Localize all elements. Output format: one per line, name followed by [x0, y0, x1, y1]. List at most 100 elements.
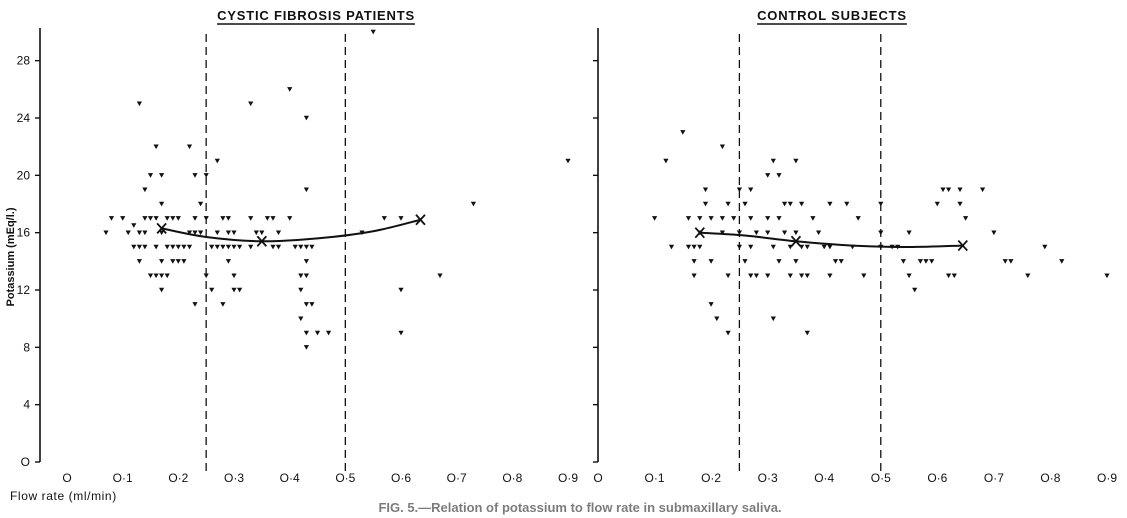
- data-point: [748, 244, 754, 250]
- mean-marker: [256, 235, 268, 247]
- data-point: [821, 244, 827, 250]
- x-tick-label: O·5: [871, 471, 891, 485]
- data-point: [225, 230, 231, 236]
- data-point: [742, 201, 748, 207]
- data-point: [175, 244, 181, 250]
- data-point: [691, 259, 697, 264]
- data-point: [203, 273, 209, 279]
- x-tick-label: O·3: [224, 471, 244, 485]
- data-point: [742, 259, 748, 264]
- data-point: [946, 273, 952, 279]
- data-point: [209, 287, 215, 293]
- data-point: [192, 302, 198, 307]
- x-tick-label: O·3: [758, 471, 778, 485]
- data-point: [198, 230, 204, 236]
- figure-caption: FIG. 5.—Relation of potassium to flow ra…: [378, 500, 781, 515]
- data-point: [736, 244, 742, 250]
- data-point: [963, 216, 969, 221]
- data-point: [685, 244, 692, 250]
- data-point: [381, 216, 387, 221]
- data-point: [680, 130, 686, 135]
- data-point: [287, 216, 293, 221]
- data-point: [748, 273, 754, 279]
- data-point: [878, 230, 884, 236]
- x-tick-label: O·7: [447, 471, 467, 485]
- data-point: [929, 259, 935, 264]
- data-point: [270, 216, 276, 221]
- data-point: [142, 244, 148, 250]
- data-point: [103, 230, 109, 236]
- data-point: [776, 173, 782, 178]
- data-point: [175, 216, 181, 221]
- data-point: [702, 187, 709, 193]
- data-point: [1042, 244, 1048, 250]
- data-point: [991, 230, 997, 236]
- data-point: [303, 259, 309, 264]
- data-point: [303, 273, 309, 279]
- data-point: [231, 244, 237, 250]
- data-point: [736, 230, 742, 236]
- data-point: [303, 302, 309, 307]
- data-point: [861, 273, 867, 279]
- data-point: [685, 216, 692, 221]
- data-point: [298, 273, 304, 279]
- data-point: [906, 230, 912, 236]
- data-point: [708, 216, 714, 221]
- data-point: [298, 287, 304, 293]
- data-point: [804, 273, 810, 279]
- data-point: [120, 216, 126, 221]
- data-point: [287, 87, 293, 92]
- mean-marker: [694, 227, 705, 239]
- data-point: [159, 259, 165, 264]
- data-point: [782, 230, 788, 236]
- data-point: [719, 230, 725, 236]
- data-point: [878, 201, 884, 207]
- data-point: [719, 144, 725, 150]
- data-point: [827, 244, 833, 250]
- x-tick-label: O·5: [335, 471, 355, 485]
- data-point: [275, 230, 282, 236]
- data-point: [159, 230, 165, 236]
- data-point: [770, 158, 776, 164]
- data-point: [787, 273, 793, 279]
- x-tick-label: O·9: [1097, 471, 1117, 485]
- data-point: [214, 158, 220, 164]
- data-point: [787, 201, 793, 207]
- data-point: [214, 230, 220, 236]
- data-point: [225, 244, 231, 250]
- x-tick-label: O·2: [701, 471, 721, 485]
- data-point: [298, 316, 304, 322]
- data-point: [225, 216, 231, 221]
- data-point: [131, 223, 137, 228]
- y-tick-label: O: [21, 455, 30, 469]
- data-point: [708, 259, 714, 264]
- data-point: [748, 187, 754, 193]
- data-point: [248, 101, 254, 107]
- data-point: [220, 302, 226, 307]
- data-point: [248, 244, 254, 250]
- y-axis-label: Potassium (mEq/l.): [5, 207, 17, 306]
- x-tick-label: O·4: [280, 471, 300, 485]
- x-tick-label: O·4: [814, 471, 834, 485]
- data-point: [1008, 259, 1014, 264]
- data-point: [1059, 259, 1065, 264]
- data-point: [253, 230, 259, 236]
- data-point: [725, 201, 731, 207]
- data-point: [782, 201, 788, 207]
- data-point: [108, 216, 115, 221]
- data-point: [164, 273, 170, 279]
- data-point: [917, 259, 923, 264]
- data-point: [209, 244, 215, 250]
- data-point: [697, 244, 703, 250]
- mean-marker: [957, 239, 968, 252]
- x-tick-label: O·2: [168, 471, 188, 485]
- y-tick-label: 8: [23, 340, 30, 354]
- data-point: [237, 244, 243, 250]
- data-point: [303, 345, 309, 350]
- y-tick-label: 12: [17, 283, 31, 297]
- x-tick-label: O·6: [927, 471, 947, 485]
- x-tick-label: O·9: [558, 471, 578, 485]
- x-tick-label: O·8: [1040, 471, 1060, 485]
- data-point: [153, 216, 159, 221]
- x-tick-label: O: [62, 471, 71, 485]
